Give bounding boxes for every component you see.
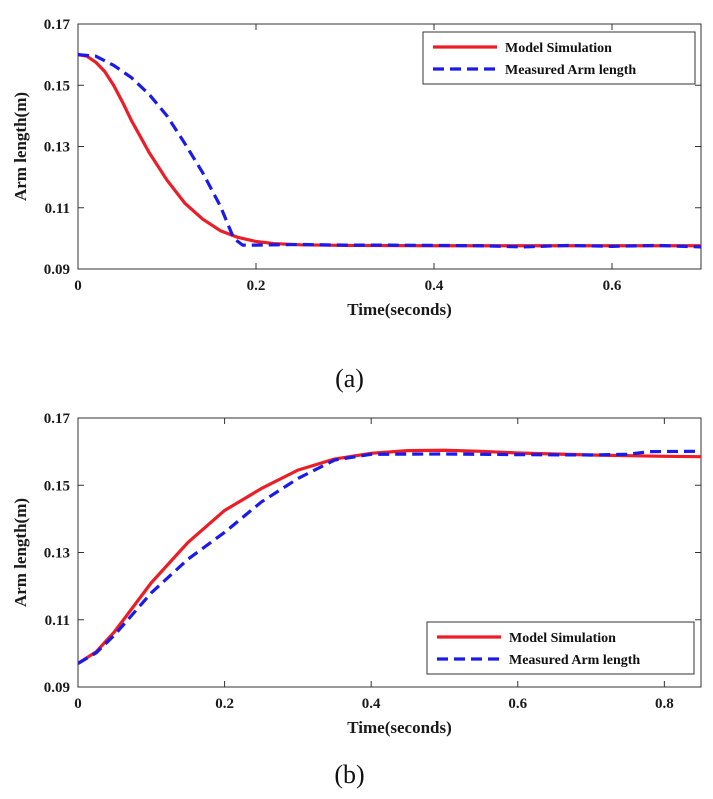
chart-panel-b: 0.09 0.11 0.13 0.15 0.17 0 0.2 0.4 0.6 0.8 Time(se… [11,411,702,789]
x-tick-label: 0.4 [425,278,444,294]
y-tick-label: 0.13 [44,140,70,156]
y-tick-label: 0.11 [45,201,70,217]
chart-panel-a: 0.09 0.11 0.13 0.15 0.17 0 0.2 0.4 0.6 Time(secon… [11,17,702,393]
y-tick-label: 0.17 [44,17,71,33]
y-tick-label: 0.09 [44,262,70,278]
legend-entry: Measured Arm length [505,63,636,78]
y-tick-label: 0.11 [45,613,70,629]
x-tick-label: 0.6 [508,696,527,712]
panel-label: (a) [335,364,364,393]
legend-box [422,31,696,85]
legend-entry: Model Simulation [509,631,616,646]
series-line-measured-arm-length [78,449,701,665]
y-tick-label: 0.17 [44,411,71,427]
x-tick-label: 0.2 [215,696,234,712]
y-tick-label: 0.15 [44,78,70,94]
x-axis-label: Time(seconds) [347,300,452,319]
x-tick-label: 0 [74,278,82,294]
series-line-model-simulation [78,53,701,248]
x-tick-label: 0.2 [247,278,266,294]
y-tick-label: 0.15 [44,478,70,494]
legend-entry: Measured Arm length [509,653,640,668]
x-tick-label: 0.6 [603,278,622,294]
panel-label: (b) [334,760,364,789]
legend: Model Simulation Measured Arm length [422,31,696,85]
x-axis-label: Time(seconds) [347,718,452,737]
legend-entry: Model Simulation [505,41,612,56]
x-tick-label: 0 [74,696,82,712]
y-axis-label: Arm length(m) [11,498,30,607]
legend-box [426,621,695,675]
x-tick-label: 0.8 [655,696,674,712]
legend: Model Simulation Measured Arm length [426,621,695,675]
series-line-measured-arm-length [78,53,701,249]
y-axis-label: Arm length(m) [11,92,30,201]
x-tick-label: 0.4 [362,696,381,712]
y-tick-label: 0.13 [44,546,70,562]
y-tick-label: 0.09 [44,680,70,696]
